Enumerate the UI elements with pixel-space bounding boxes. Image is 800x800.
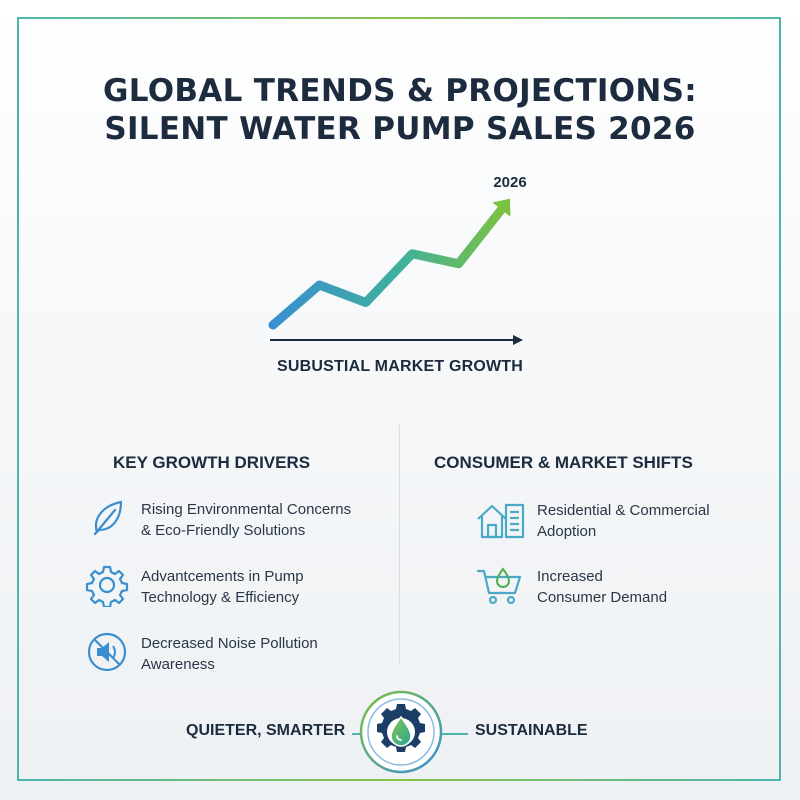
x-axis-arrow: [513, 335, 523, 345]
water-drop-gear-icon: [359, 690, 443, 774]
page-title: GLOBAL TRENDS & PROJECTIONS: SILENT WATE…: [0, 72, 800, 148]
growth-line: [268, 200, 510, 330]
key-growth-drivers-heading: KEY GROWTH DRIVERS: [113, 453, 311, 472]
footer-line-left: [352, 733, 364, 735]
shift-2-line-2: Consumer Demand: [537, 589, 668, 606]
driver-1-line-2: & Eco-Friendly Solutions: [141, 522, 306, 539]
shift-1-line-1: Residential & Commercial: [537, 502, 710, 519]
gear-icon: [85, 565, 129, 607]
consumer-market-shifts-heading: CONSUMER & MARKET SHIFTS: [434, 453, 693, 472]
mute-speaker-icon: [87, 632, 127, 672]
list-item: Increased Consumer Demand: [475, 563, 667, 608]
driver-1-line-1: Rising Environmental Concerns: [141, 501, 352, 518]
chart-year-label: 2026: [493, 174, 527, 191]
leaf-icon: [93, 500, 123, 536]
list-item: Rising Environmental Concerns & Eco-Frie…: [85, 496, 351, 541]
shopping-cart-icon: [476, 567, 522, 605]
list-item: Residential & Commercial Adoption: [475, 497, 710, 542]
driver-2-line-2: Technology & Efficiency: [141, 589, 300, 606]
list-item: Decreased Noise Pollution Awareness: [85, 630, 318, 675]
shift-1-line-2: Adoption: [537, 523, 597, 540]
growth-chart: [268, 198, 523, 345]
driver-3-line-2: Awareness: [141, 656, 215, 673]
title-line-2: SILENT WATER PUMP SALES 2026: [104, 111, 696, 147]
footer-line-right: [438, 733, 468, 735]
shift-2-line-1: Increased: [537, 568, 603, 585]
footer-right-text: SUSTAINABLE: [475, 722, 588, 739]
column-divider: [399, 425, 400, 665]
driver-2-line-1: Advantcements in Pump: [141, 568, 304, 585]
chart-caption: SUBUSTIAL MARKET GROWTH: [276, 358, 524, 375]
footer-left-text: QUIETER, SMARTER: [186, 722, 346, 739]
list-item: Advantcements in Pump Technology & Effic…: [85, 563, 304, 608]
growth-arrowhead: [492, 198, 511, 217]
house-building-icon: [477, 503, 525, 539]
title-line-1: GLOBAL TRENDS & PROJECTIONS:: [103, 73, 697, 109]
driver-3-line-1: Decreased Noise Pollution: [141, 635, 318, 652]
